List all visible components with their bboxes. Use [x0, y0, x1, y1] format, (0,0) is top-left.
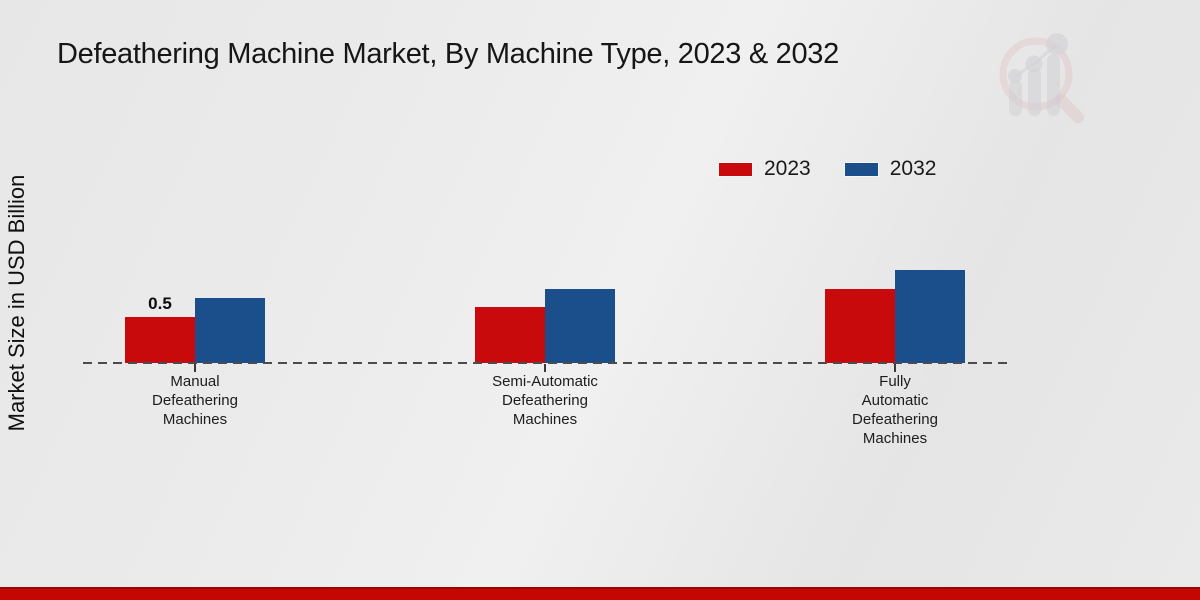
- category-label-fully: Fully Automatic Defeathering Machines: [852, 373, 938, 447]
- x-axis-baseline: [83, 362, 1007, 364]
- bar-2032-semi-automatic: [545, 289, 615, 363]
- x-axis-tick: [544, 364, 546, 372]
- legend-swatch-2023: [719, 162, 752, 176]
- footer-accent-bar: [0, 587, 1200, 600]
- legend-swatch-2032: [844, 162, 878, 176]
- bar-2032-manual: [195, 298, 265, 363]
- bar-2023-fully: [825, 289, 895, 363]
- legend-item-2023: 2023: [719, 157, 811, 181]
- x-axis-tick: [194, 364, 196, 372]
- category-label-manual: Manual Defeathering Machines: [152, 373, 238, 428]
- legend-label: 2032: [889, 157, 937, 180]
- brand-watermark-logo: [999, 33, 1084, 123]
- legend-item-2032: 2032: [844, 157, 937, 181]
- bar-value-label: 0.5: [148, 294, 172, 313]
- x-axis-tick: [894, 364, 896, 372]
- bar-2023-manual: [125, 317, 195, 363]
- legend-label: 2023: [764, 157, 811, 180]
- bar-2023-semi-automatic: [475, 307, 545, 363]
- category-label-semi-automatic: Semi-Automatic Defeathering Machines: [492, 373, 598, 428]
- chart-title: Defeathering Machine Market, By Machine …: [57, 38, 839, 70]
- magnifier-bar-chart-icon: [999, 33, 1084, 123]
- legend: 2023 2032: [719, 157, 936, 181]
- bar-2032-fully: [895, 270, 965, 363]
- y-axis-label: Market Size in USD Billion: [4, 174, 29, 432]
